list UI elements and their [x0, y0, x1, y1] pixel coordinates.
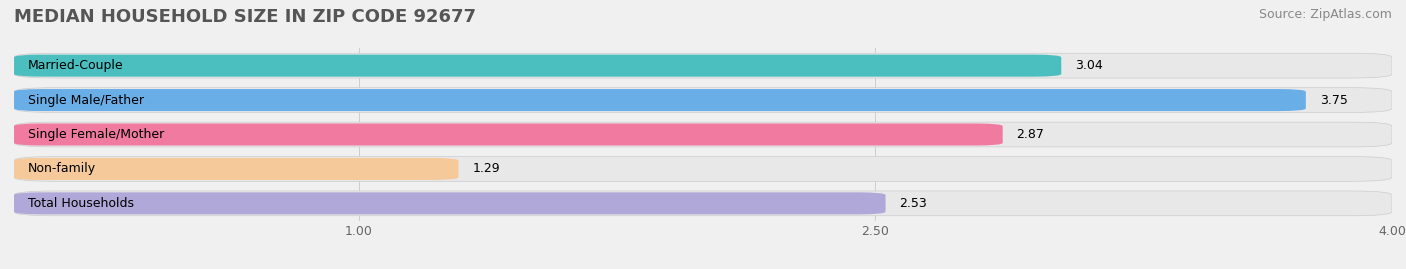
FancyBboxPatch shape [14, 123, 1002, 146]
Text: 2.53: 2.53 [900, 197, 927, 210]
Text: Single Female/Mother: Single Female/Mother [28, 128, 165, 141]
FancyBboxPatch shape [14, 122, 1392, 147]
FancyBboxPatch shape [14, 157, 1392, 181]
FancyBboxPatch shape [14, 55, 1062, 77]
FancyBboxPatch shape [14, 158, 458, 180]
Text: 1.29: 1.29 [472, 162, 499, 175]
FancyBboxPatch shape [14, 192, 886, 214]
Text: 3.75: 3.75 [1320, 94, 1347, 107]
Text: Total Households: Total Households [28, 197, 134, 210]
FancyBboxPatch shape [14, 89, 1306, 111]
Text: Single Male/Father: Single Male/Father [28, 94, 143, 107]
FancyBboxPatch shape [14, 191, 1392, 216]
Text: Married-Couple: Married-Couple [28, 59, 124, 72]
Text: MEDIAN HOUSEHOLD SIZE IN ZIP CODE 92677: MEDIAN HOUSEHOLD SIZE IN ZIP CODE 92677 [14, 8, 477, 26]
Text: 2.87: 2.87 [1017, 128, 1045, 141]
Text: 3.04: 3.04 [1076, 59, 1102, 72]
Text: Non-family: Non-family [28, 162, 96, 175]
FancyBboxPatch shape [14, 53, 1392, 78]
Text: Source: ZipAtlas.com: Source: ZipAtlas.com [1258, 8, 1392, 21]
FancyBboxPatch shape [14, 88, 1392, 112]
